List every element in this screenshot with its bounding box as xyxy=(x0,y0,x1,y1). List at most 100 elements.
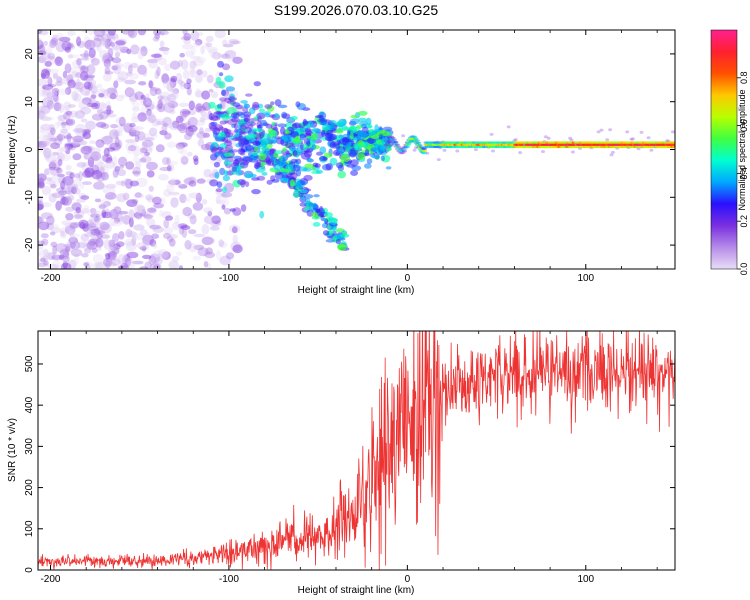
spectrogram-cell xyxy=(69,241,79,250)
spectrogram-cell xyxy=(323,152,333,158)
spectrogram-cell xyxy=(76,58,82,66)
spectrogram-cell xyxy=(232,234,239,244)
spectrogram-cell xyxy=(240,100,248,104)
spectrogram-cell xyxy=(162,80,174,89)
spectrogram-cell xyxy=(141,139,154,148)
spectrogram-cell xyxy=(115,40,126,46)
spectrogram-cell xyxy=(110,33,119,40)
spectrogram-cell xyxy=(128,92,138,102)
spectrogram-cell xyxy=(64,46,71,53)
spectrogram-cell xyxy=(205,237,215,244)
spectrogram-cell xyxy=(304,128,312,135)
spectrogram-cell xyxy=(139,96,146,107)
spectrogram-cell xyxy=(206,74,214,84)
spectrogram-cell xyxy=(105,183,117,189)
spectrogram-cell xyxy=(208,122,216,130)
spectrogram-cell xyxy=(93,181,105,190)
colorbar-tick-label: 0.4 xyxy=(739,167,749,180)
spectrogram-cell xyxy=(190,68,196,78)
spectrogram-cell xyxy=(105,208,110,216)
spectrogram-cell xyxy=(153,52,163,61)
spectrogram-cell xyxy=(126,48,132,55)
spectrogram-cell xyxy=(153,104,163,110)
spectrogram-cell xyxy=(83,81,92,90)
spectrogram-cell xyxy=(38,200,44,210)
spectrogram-cell xyxy=(53,102,60,111)
spectrogram-cell xyxy=(86,225,99,232)
spectrogram-cell xyxy=(56,120,64,127)
spectrogram-cell xyxy=(143,100,155,107)
spectrogram-cell xyxy=(78,170,83,182)
spectrogram-cell xyxy=(188,180,197,187)
spectrogram-cell xyxy=(67,144,76,151)
spectrogram-cell xyxy=(231,226,238,234)
spectrogram-cell xyxy=(72,135,84,143)
spectrogram-cell xyxy=(69,222,79,229)
spectrogram-cell xyxy=(46,222,55,231)
spectrogram-cell xyxy=(66,74,74,84)
spectrogram-cell xyxy=(166,163,175,173)
spectrogram-cell xyxy=(214,30,226,39)
spectrogram-cell xyxy=(101,135,113,145)
spectrogram-cell xyxy=(124,238,136,247)
spectrogram-cell xyxy=(74,173,81,179)
spectrogram-cell xyxy=(231,166,237,172)
spectrogram-cell xyxy=(335,238,341,245)
spectrogram-cell xyxy=(273,164,283,171)
spectrogram-cell xyxy=(67,42,74,49)
spectrogram-cell xyxy=(55,80,63,87)
x-tick-label: -200 xyxy=(40,574,60,585)
spectrogram-cell xyxy=(178,184,188,189)
spectrogram-cell xyxy=(125,87,136,97)
spectrogram-cell xyxy=(45,85,53,93)
spectrogram-cell xyxy=(38,181,45,189)
spectrogram-cell xyxy=(178,122,188,134)
spectrogram-cell xyxy=(103,109,114,115)
spectrogram-cell xyxy=(117,210,129,215)
spectrogram-cell xyxy=(55,243,67,253)
spectrogram-cell xyxy=(311,166,316,171)
colorbar-tick-label: 0.6 xyxy=(739,119,749,132)
colorbar-tick-label: 0.2 xyxy=(739,215,749,228)
spectrogram-cell xyxy=(131,199,139,204)
spectrogram-cell xyxy=(63,112,71,120)
spectrogram-cell xyxy=(149,262,162,269)
spectrogram-cell xyxy=(72,127,85,133)
spectrogram-cell xyxy=(50,227,62,234)
spectrogram-cell xyxy=(610,150,615,154)
spectrogram-cell xyxy=(100,33,112,43)
spectrogram-cell xyxy=(98,111,109,120)
spectrogram-cell xyxy=(629,137,634,141)
spectrogram-cell xyxy=(240,137,249,146)
spectrogram-cell xyxy=(117,169,126,177)
spectrogram-cell xyxy=(199,117,206,123)
spectrogram-cell xyxy=(383,146,388,150)
spectrogram-cell xyxy=(135,160,142,170)
spectrogram-cell xyxy=(72,153,82,161)
spectrogram-cell xyxy=(166,157,171,166)
spectrogram-cell xyxy=(124,87,135,98)
spectrogram-cell xyxy=(67,104,76,108)
spectrogram-cell xyxy=(245,181,250,188)
spectrogram-cell xyxy=(81,181,93,186)
spectrogram-cell xyxy=(137,209,146,214)
spectrogram-cell xyxy=(299,189,308,194)
spectrogram-cell xyxy=(117,139,123,149)
spectrogram-cell xyxy=(62,132,72,137)
spectrogram-cell xyxy=(114,128,121,138)
spectrogram-cell xyxy=(165,77,172,82)
spectrogram-cell xyxy=(60,192,65,197)
spectrogram-cell xyxy=(244,173,254,178)
spectrogram-cell xyxy=(60,121,69,126)
spectrogram-cell xyxy=(90,207,97,215)
spectrogram-cell xyxy=(82,241,94,251)
spectrogram-cell xyxy=(39,127,45,135)
spectrogram-cell xyxy=(245,93,253,97)
spectrogram-cell xyxy=(89,216,100,227)
spectrogram-cell xyxy=(113,243,121,250)
spectrogram-cell xyxy=(56,155,62,162)
spectrogram-cell xyxy=(142,254,152,260)
spectrogram-cell xyxy=(65,44,76,50)
spectrogram-cell xyxy=(329,133,337,141)
spectrogram-cell xyxy=(157,106,165,113)
